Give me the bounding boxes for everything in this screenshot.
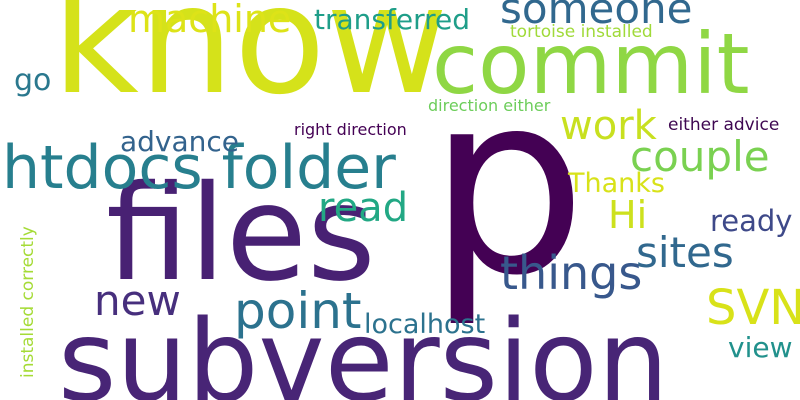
word-new: new (94, 276, 181, 325)
word-hi: Hi (608, 193, 648, 237)
word-couple: couple (630, 132, 770, 181)
word-right-direction: right direction (294, 120, 407, 139)
word-p: p (428, 39, 587, 330)
word-advance: advance (120, 125, 240, 158)
word-read: read (318, 185, 409, 231)
word-transferred: transferred (314, 3, 470, 36)
word-ready: ready (710, 204, 793, 238)
word-work: work (560, 103, 657, 149)
word-sites: sites (636, 228, 734, 277)
word-things: things (500, 246, 643, 300)
word-localhost: localhost (364, 309, 486, 340)
word-installed-correctly: installed correctly (18, 226, 38, 378)
word-machine: machine (128, 0, 292, 41)
word-either-advice: either advice (668, 115, 780, 135)
word-know: know (52, 0, 449, 128)
word-subversion: subversion (58, 297, 669, 400)
word-commit: commit (432, 15, 750, 113)
word-go: go (14, 63, 52, 98)
word-htdocs-folder: htdocs folder (2, 133, 396, 203)
word-view: view (728, 331, 793, 364)
word-direction-either: direction either (428, 96, 551, 115)
word-svn: SVN (706, 280, 800, 336)
word-thanks: Thanks (568, 168, 665, 199)
word-someone: someone (500, 0, 693, 33)
word-files: files (106, 157, 376, 311)
word-tortoise-installed: tortoise installed (510, 22, 653, 42)
word-point: point (234, 282, 362, 340)
